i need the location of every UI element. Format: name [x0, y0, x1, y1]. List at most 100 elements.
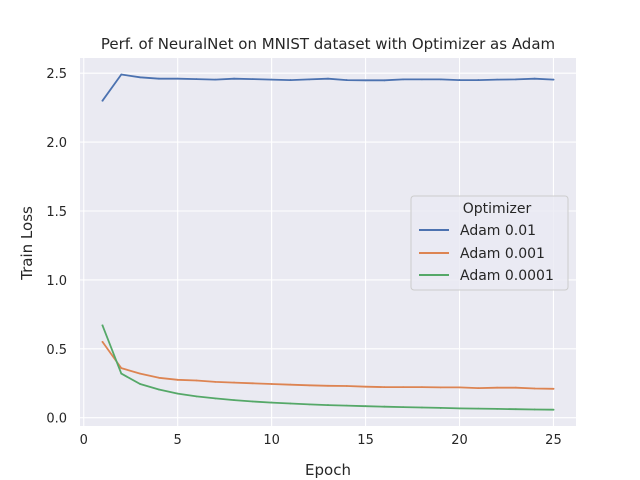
series-layer	[101, 73, 555, 411]
data-point	[195, 379, 198, 382]
y-tick-label: 0.0	[46, 412, 67, 427]
data-point	[195, 395, 198, 398]
data-point	[439, 386, 442, 389]
y-tick-label: 2.5	[46, 67, 67, 82]
data-point	[101, 99, 104, 102]
data-point	[477, 407, 480, 410]
data-point	[383, 79, 386, 82]
data-point	[477, 79, 480, 81]
legend-label-0: Adam 0.01	[460, 223, 536, 239]
data-point	[552, 78, 555, 81]
data-point	[308, 403, 311, 406]
legend-title: Optimizer	[463, 201, 532, 217]
x-tick-label: 15	[357, 433, 374, 448]
y-tick-label: 1.5	[46, 205, 67, 220]
data-point	[327, 384, 329, 387]
data-point	[120, 372, 123, 375]
data-point	[139, 372, 142, 375]
data-point	[251, 382, 254, 385]
data-point	[533, 77, 536, 80]
data-point	[364, 405, 367, 408]
data-point	[158, 388, 160, 391]
grid-lines	[80, 58, 576, 426]
data-point	[270, 78, 273, 81]
data-point	[421, 78, 423, 81]
data-point	[402, 78, 405, 81]
data-point	[289, 383, 292, 386]
legend-label-1: Adam 0.001	[460, 246, 545, 262]
x-tick-label: 0	[80, 433, 88, 448]
data-point	[458, 386, 461, 389]
data-point	[308, 384, 311, 387]
data-point	[327, 77, 329, 80]
data-point	[552, 408, 555, 411]
data-point	[214, 380, 217, 383]
data-point	[514, 408, 517, 411]
x-tick-label: 25	[545, 433, 562, 448]
data-point	[270, 383, 273, 385]
data-point	[552, 387, 555, 390]
data-point	[533, 408, 536, 411]
data-point	[139, 76, 142, 79]
x-tick-label: 10	[263, 433, 280, 448]
data-point	[458, 407, 461, 410]
data-point	[421, 386, 423, 389]
data-point	[233, 381, 235, 384]
chart-title: Perf. of NeuralNet on MNIST dataset with…	[101, 35, 555, 53]
data-point	[158, 376, 160, 379]
data-point	[139, 383, 142, 385]
data-point	[251, 400, 254, 403]
data-point	[214, 78, 217, 81]
data-point	[345, 404, 348, 407]
legend: Optimizer Adam 0.01 Adam 0.001 Adam 0.00…	[410, 195, 569, 291]
data-point	[364, 79, 367, 82]
data-point	[421, 406, 423, 409]
data-point	[477, 387, 480, 389]
legend-label-2: Adam 0.0001	[460, 268, 554, 284]
data-point	[195, 78, 198, 80]
data-point	[402, 406, 405, 409]
x-axis-label: Epoch	[305, 461, 351, 479]
data-point	[458, 79, 461, 81]
y-tick-label: 2.0	[46, 136, 67, 151]
legend-box	[410, 195, 569, 291]
data-point	[120, 367, 123, 370]
data-point	[496, 408, 498, 410]
tick-labels: 0 5 10 15 20 25 0.0 0.5 1.0 1.5 2.0 2.5	[46, 67, 561, 448]
data-point	[496, 386, 498, 389]
data-point	[439, 407, 442, 409]
y-axis-label: Train Loss	[18, 206, 36, 281]
data-point	[176, 378, 179, 381]
data-point	[176, 77, 179, 80]
data-point	[496, 78, 498, 81]
data-point	[270, 401, 273, 404]
data-point	[158, 77, 160, 80]
data-point	[439, 78, 442, 81]
data-point	[364, 385, 367, 388]
data-point	[214, 397, 217, 400]
data-point	[345, 79, 348, 81]
data-point	[533, 387, 536, 390]
x-tick-label: 5	[174, 433, 182, 448]
data-point	[383, 386, 386, 389]
data-point	[101, 324, 104, 327]
data-point	[514, 386, 517, 389]
data-point	[308, 78, 311, 81]
data-point	[101, 341, 104, 343]
data-point	[120, 73, 123, 76]
x-tick-label: 20	[451, 433, 468, 448]
data-point	[233, 77, 235, 80]
data-point	[327, 404, 329, 406]
data-point	[289, 402, 292, 405]
data-point	[176, 392, 179, 395]
data-point	[251, 78, 254, 80]
data-point	[233, 399, 235, 401]
data-point	[289, 79, 292, 81]
y-tick-label: 0.5	[46, 343, 67, 358]
data-point	[383, 405, 386, 408]
data-point	[402, 386, 405, 389]
data-point	[345, 385, 348, 387]
data-point	[514, 78, 517, 81]
y-tick-label: 1.0	[46, 274, 67, 289]
